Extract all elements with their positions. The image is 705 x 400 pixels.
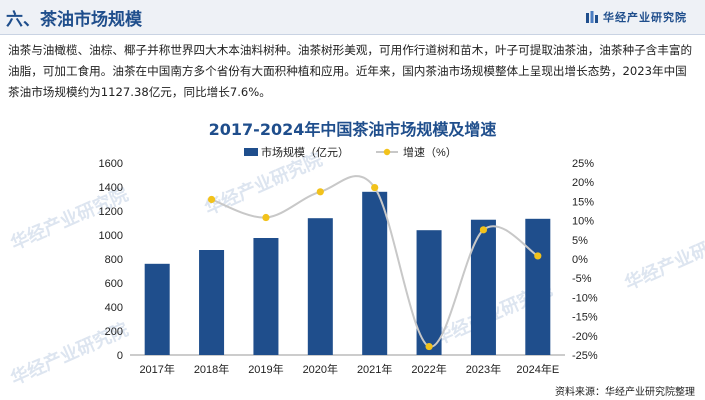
y-right-tick-label: 25%	[572, 158, 594, 170]
growth-point	[316, 188, 324, 196]
section-title: 六、茶油市场规模	[6, 10, 142, 30]
body-paragraph: 油茶与油橄榄、油棕、椰子并称世界四大木本油料树种。油茶树形美观，可用作行道树和苗…	[8, 43, 693, 99]
y-right-tick-label: -15%	[572, 312, 598, 324]
y-left-tick-label: 600	[105, 278, 123, 290]
bar	[144, 263, 170, 355]
x-tick-label: 2021年	[357, 362, 392, 376]
y-left-tick-label: 800	[105, 254, 123, 266]
legend-bar-swatch	[244, 148, 258, 156]
brand-icon	[586, 11, 598, 23]
x-tick-label: 2018年	[194, 362, 229, 376]
y-left-tick-label: 1600	[99, 158, 123, 170]
y-left-tick-label: 0	[117, 350, 123, 362]
header-bar: 六、茶油市场规模 华经产业研究院	[0, 0, 705, 35]
legend-line-marker	[383, 148, 391, 156]
growth-point	[371, 183, 379, 192]
growth-point	[262, 213, 270, 222]
growth-point	[425, 342, 433, 351]
y-right-tick-label: 10%	[572, 216, 594, 228]
y-right-tick-label: 5%	[572, 235, 588, 247]
y-right-tick-label: -5%	[572, 273, 592, 285]
y-left-tick-label: 1400	[99, 182, 123, 194]
y-left-tick-label: 200	[105, 326, 123, 338]
bar	[199, 250, 225, 355]
y-right-tick-label: -25%	[572, 350, 598, 362]
y-right-tick-label: 20%	[572, 177, 594, 189]
x-tick-label: 2017年	[139, 362, 174, 376]
y-right-tick-label: -10%	[572, 292, 598, 304]
brand-name: 华经产业研究院	[603, 11, 687, 24]
bar	[362, 191, 388, 355]
legend-line-label: 增速（%）	[403, 145, 457, 159]
y-left-tick-label: 1200	[99, 206, 123, 218]
x-tick-label: 2022年	[411, 362, 446, 376]
growth-point	[207, 195, 216, 204]
x-tick-label: 2024年E	[516, 362, 559, 376]
bar	[307, 218, 333, 355]
bar	[253, 238, 279, 355]
x-tick-label: 2020年	[303, 362, 338, 376]
brand-logo: 华经产业研究院	[586, 9, 687, 25]
growth-point	[534, 252, 542, 260]
bar	[470, 219, 496, 355]
growth-point	[479, 226, 488, 234]
y-right-tick-label: 0%	[572, 254, 588, 266]
y-left-tick-label: 1000	[99, 230, 123, 242]
y-left-tick-label: 400	[105, 302, 123, 314]
legend-bar-label: 市场规模（亿元）	[261, 145, 349, 159]
y-right-tick-label: 15%	[572, 196, 594, 208]
x-tick-label: 2023年	[466, 362, 501, 376]
source-note: 资料来源：华经产业研究院整理	[555, 387, 695, 398]
x-tick-label: 2019年	[248, 362, 283, 376]
y-right-tick-label: -20%	[572, 331, 598, 343]
bar	[525, 218, 551, 355]
chart-title: 2017-2024年中国茶油市场规模及增速	[208, 120, 497, 139]
